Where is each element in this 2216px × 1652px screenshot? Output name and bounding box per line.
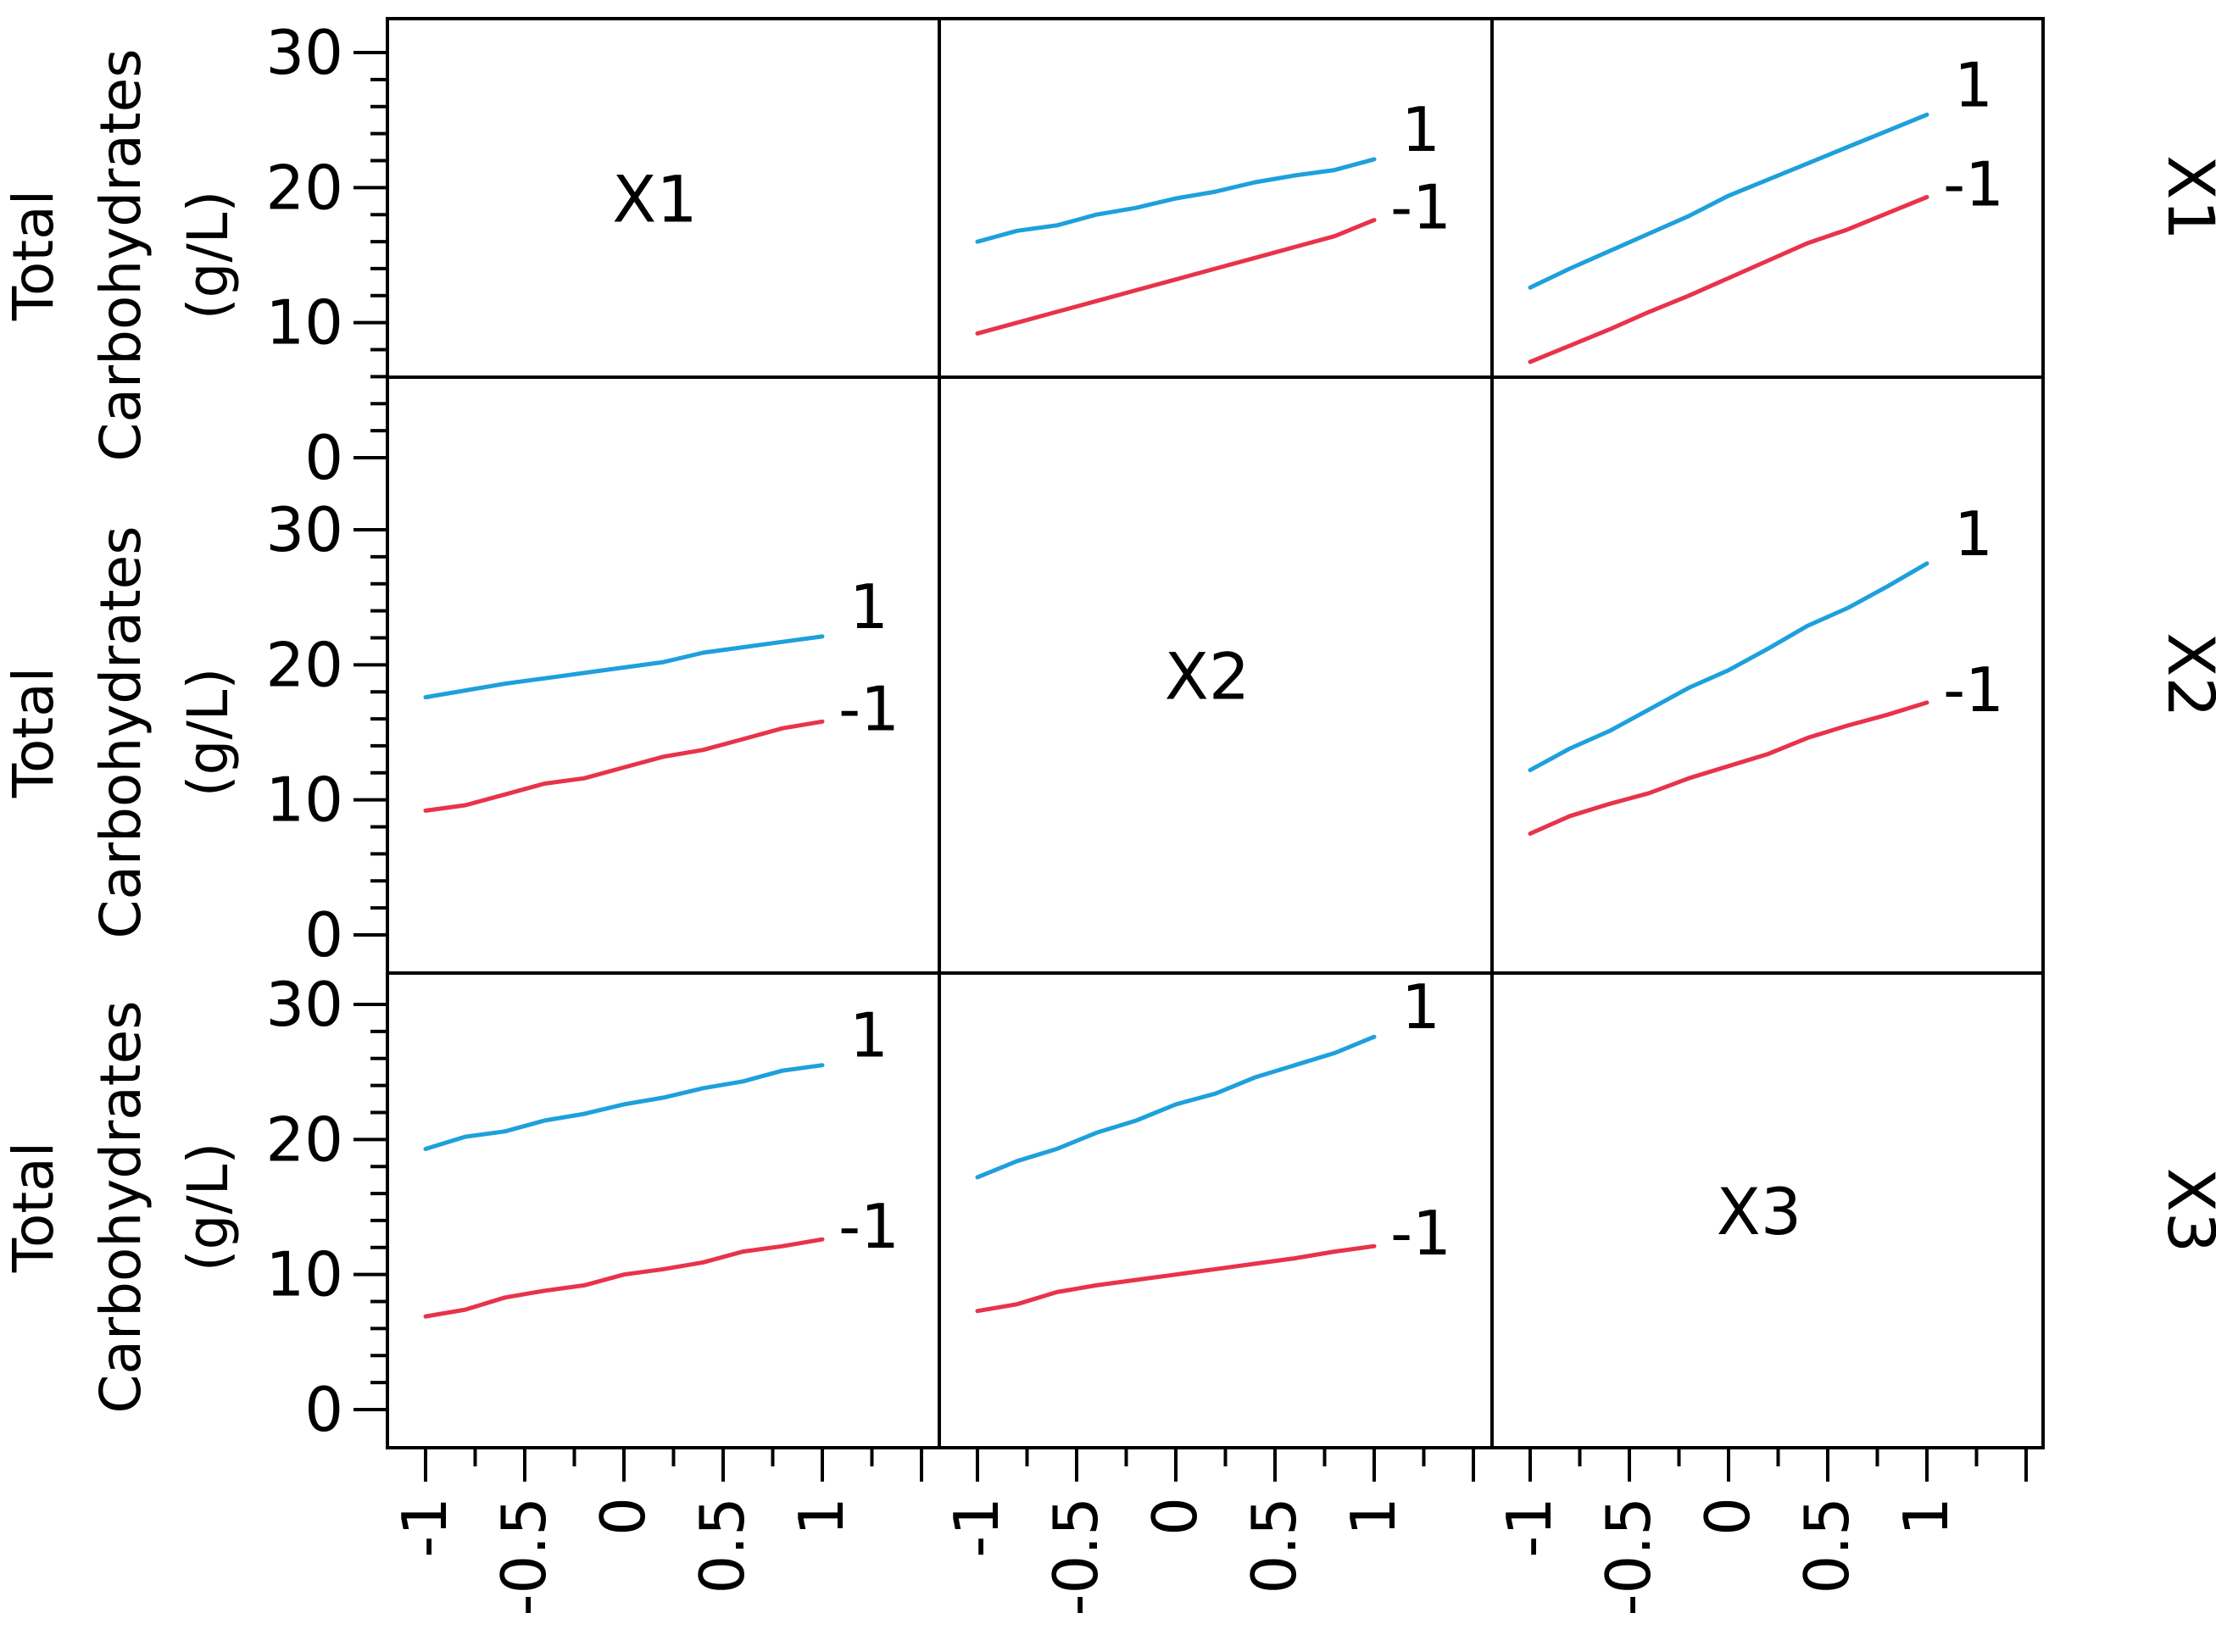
x-tick-label: -0.5 (1593, 1497, 1664, 1616)
x-tick-label: 1 (786, 1497, 857, 1536)
series-end-label-high: 1 (1401, 94, 1440, 165)
x-axis-col-1: -1 -0.5 0 0.5 1 (389, 1448, 923, 1616)
panel-r3-c1: 1 -1 (423, 1000, 899, 1319)
series-line-high (423, 1063, 825, 1151)
series-line-high (975, 1034, 1377, 1180)
x-tick-label: 1 (1890, 1497, 1962, 1536)
row-factor-label: X3 (2153, 1168, 2216, 1253)
x-tick-label: 0 (1692, 1497, 1763, 1536)
y-axis-row-1: 0 10 20 30 Total Carbohydrates (g/L) (1, 17, 387, 493)
y-tick-label: 0 (304, 1374, 343, 1445)
y-axis-title: Total (1, 667, 66, 798)
y-tick-label: 0 (304, 422, 343, 493)
panel-r2-c1: 1-1 (423, 571, 899, 813)
x-tick-label: -0.5 (1040, 1497, 1111, 1616)
row-factor-label: X1 (2153, 155, 2216, 240)
diagonal-factor-label: X1 (612, 162, 697, 237)
series-line-low (1528, 700, 1929, 836)
x-tick-label: -1 (389, 1497, 460, 1558)
x-tick-label: 1 (1338, 1497, 1409, 1536)
diagonal-factor-label: X3 (1717, 1174, 1801, 1249)
x-tick-label: 0.5 (1239, 1497, 1310, 1594)
diagonal-factor-label: X2 (1165, 639, 1250, 715)
y-tick-label: 30 (265, 494, 343, 565)
y-tick-label: 10 (265, 765, 343, 836)
y-axis-title: Total (1, 1142, 66, 1273)
plot-frame (386, 17, 2045, 1449)
series-end-label-high: 1 (849, 1000, 888, 1071)
x-tick-label: 0 (587, 1497, 659, 1536)
series-end-label-high: 1 (1954, 49, 1993, 120)
series-line-high (975, 157, 1377, 244)
y-tick-label: 30 (265, 17, 343, 88)
y-tick-label: 20 (265, 1104, 343, 1175)
series-end-label-low: -1 (838, 1191, 899, 1262)
y-tick-label: 30 (265, 969, 343, 1040)
panel-r3-c2: 1 -1 (975, 971, 1451, 1314)
y-axis-title: (g/L) (175, 668, 241, 797)
row-factor-label: X2 (2153, 632, 2216, 717)
series-end-label-low: -1 (1943, 148, 2004, 220)
y-axis-title: (g/L) (175, 191, 241, 320)
series-end-label-low: -1 (1390, 1198, 1451, 1269)
x-tick-label: -1 (1494, 1497, 1565, 1558)
y-axis-title: Total (1, 190, 66, 321)
y-tick-label: 20 (265, 152, 343, 223)
series-line-high (1528, 561, 1929, 773)
y-tick-label: 20 (265, 629, 343, 700)
panel-r1-c3: 1-1 (1528, 49, 2004, 364)
series-line-low (423, 1237, 825, 1319)
x-axis-col-2: -1 -0.5 0 0.5 1 (941, 1448, 1475, 1616)
y-axis-title: Carbohydrates (88, 1000, 153, 1413)
series-end-label-high: 1 (1401, 971, 1440, 1043)
series-line-low (975, 218, 1377, 336)
series-line-low (975, 1243, 1377, 1314)
panel-r3-c3: X3 (1717, 1174, 1801, 1249)
y-tick-label: 10 (265, 287, 343, 359)
y-tick-label: 0 (304, 899, 343, 971)
panel-r2-c3: 1 -1 (1528, 498, 2004, 836)
y-axis-title: Carbohydrates (88, 526, 153, 938)
series-line-low (423, 719, 825, 813)
series-end-label-low: -1 (1390, 172, 1451, 243)
series-line-high (1528, 112, 1929, 290)
panel-r2-c2: X2 (1165, 639, 1250, 715)
x-tick-label: -0.5 (488, 1497, 560, 1616)
panel-r1-c2: 1-1 (975, 94, 1451, 336)
panel-r1-c1: X1 (612, 162, 697, 237)
y-axis-row-3: 0 10 20 30 Total Carbohydrates (g/L) (1, 969, 387, 1445)
x-axis-col-3: -1 -0.5 0 0.5 1 (1494, 1448, 2028, 1616)
series-end-label-low: -1 (1943, 654, 2004, 726)
series-end-label-high: 1 (1954, 498, 1993, 570)
y-tick-label: 10 (265, 1239, 343, 1310)
series-end-label-low: -1 (838, 673, 899, 744)
y-axis-row-2: 0 10 20 30 Total Carbohydrates (g/L) (1, 494, 387, 971)
x-tick-label: 0.5 (687, 1497, 758, 1594)
x-tick-label: -1 (941, 1497, 1012, 1558)
y-axis-title: (g/L) (175, 1143, 241, 1271)
series-line-high (423, 634, 825, 700)
x-tick-label: 0 (1139, 1497, 1211, 1536)
series-end-label-high: 1 (849, 571, 888, 642)
x-tick-label: 0.5 (1791, 1497, 1862, 1594)
series-line-low (1528, 195, 1929, 364)
y-axis-title: Carbohydrates (88, 48, 153, 461)
